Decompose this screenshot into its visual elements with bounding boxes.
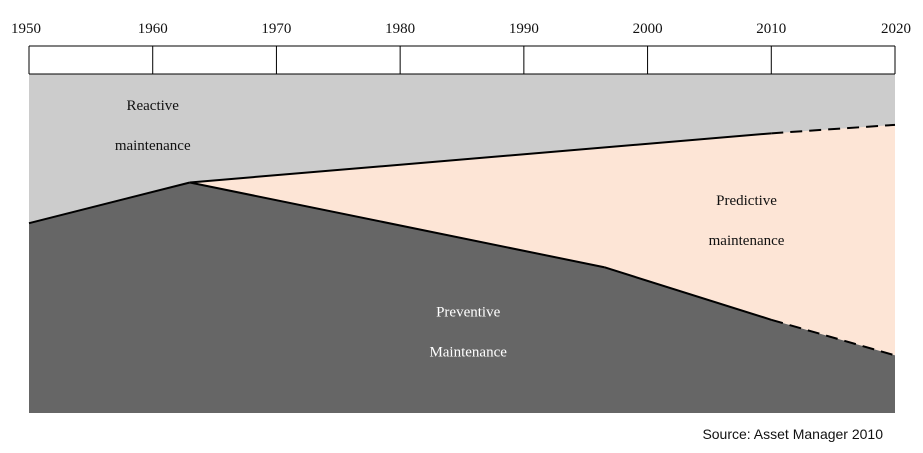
tick-label-2020: 2020 xyxy=(881,21,911,37)
preventive-label-line-2: Maintenance xyxy=(429,345,507,361)
predictive-label-line-1: Predictive xyxy=(716,193,777,209)
chart-areas xyxy=(29,74,896,413)
tick-label-2000: 2000 xyxy=(633,21,663,37)
tick-label-1990: 1990 xyxy=(509,21,539,37)
top-axis: 1950 1960 1970 1980 1990 2000 2010 2020 xyxy=(11,21,911,75)
preventive-boundary-segment-3 xyxy=(603,266,772,321)
tick-label-1970: 1970 xyxy=(261,21,291,37)
tick-label-1950: 1950 xyxy=(11,21,41,37)
predictive-label-line-2: maintenance xyxy=(709,233,785,249)
preventive-boundary-segment-1 xyxy=(28,181,191,225)
tick-label-2010: 2010 xyxy=(756,21,786,37)
predictive-area xyxy=(189,124,896,356)
preventive-boundary-segment-2 xyxy=(189,181,605,269)
tick-label-1960: 1960 xyxy=(138,21,168,37)
predictive-boundary-segment-1 xyxy=(189,132,772,184)
source-note: Source: Asset Manager 2010 xyxy=(702,426,883,442)
boundary-lines xyxy=(28,123,896,357)
preventive-boundary-segment-4 xyxy=(771,318,896,357)
preventive-area xyxy=(29,182,895,413)
reactive-label-line-1: Reactive xyxy=(126,98,179,114)
preventive-label-line-1: Preventive xyxy=(436,305,500,321)
tick-label-1980: 1980 xyxy=(385,21,415,37)
reactive-label-line-2: maintenance xyxy=(115,138,191,154)
region-labels: Reactive maintenance Preventive Maintenance… xyxy=(115,98,785,361)
predictive-boundary-segment-2 xyxy=(771,123,896,135)
